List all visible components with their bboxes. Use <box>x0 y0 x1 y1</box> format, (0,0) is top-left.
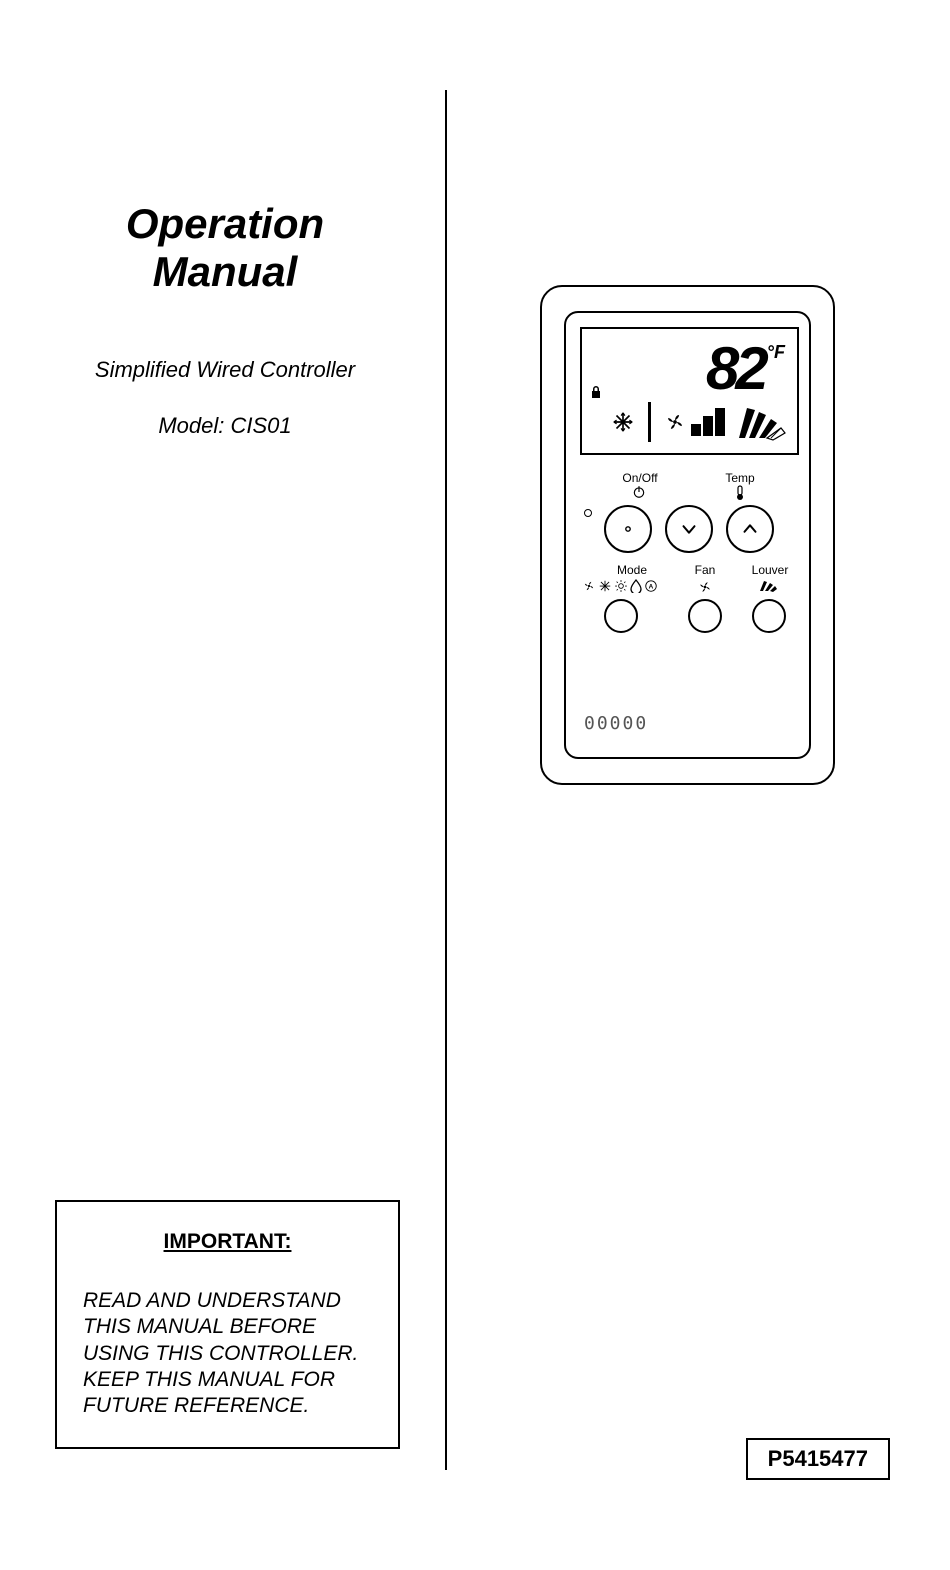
mode-dry-icon <box>630 579 642 593</box>
important-text: READ AND UNDERSTAND THIS MANUAL BEFORE U… <box>83 1288 372 1419</box>
mode-button[interactable] <box>604 599 638 633</box>
controller-illustration: 82°F <box>540 285 835 785</box>
mode-fan-icon <box>582 579 596 593</box>
model-number: Model: CIS01 <box>55 413 395 439</box>
louver-label: Louver <box>740 563 800 577</box>
lcd-display: 82°F <box>580 327 799 455</box>
mode-heat-icon <box>614 579 628 593</box>
mode-auto-icon: A <box>644 579 658 593</box>
louver-button[interactable] <box>752 599 786 633</box>
lcd-temp-value: 82 <box>706 334 765 403</box>
title-line-2: Manual <box>153 248 298 295</box>
mode-cool-icon <box>598 579 612 593</box>
temp-down-button[interactable] <box>665 505 713 553</box>
temp-up-button[interactable] <box>726 505 774 553</box>
vertical-divider <box>445 90 447 1470</box>
onoff-label: On/Off <box>610 471 670 485</box>
fan-bar-3 <box>715 408 725 436</box>
left-column: Operation Manual Simplified Wired Contro… <box>55 200 395 439</box>
mode-label: Mode <box>602 563 662 577</box>
louver-button-icon <box>758 579 778 593</box>
svg-text:A: A <box>649 583 654 590</box>
mode-icons-row: A <box>582 579 658 593</box>
fan-button[interactable] <box>688 599 722 633</box>
subtitle: Simplified Wired Controller <box>55 357 395 383</box>
lcd-temperature: 82°F <box>706 334 785 403</box>
fan-button-icon <box>697 579 713 595</box>
power-icon <box>632 485 646 499</box>
device-outer-bezel: 82°F <box>540 285 835 785</box>
important-heading: IMPORTANT: <box>83 1230 372 1254</box>
brand-placeholder: 00000 <box>584 713 648 734</box>
fan-speed-bars <box>691 408 725 436</box>
lock-icon <box>590 385 602 399</box>
fan-icon <box>665 412 685 432</box>
manual-cover-page: Operation Manual Simplified Wired Contro… <box>0 0 950 1570</box>
part-number: P5415477 <box>768 1446 868 1471</box>
snowflake-icon <box>612 411 634 433</box>
title-line-1: Operation <box>126 200 324 247</box>
lcd-separator <box>648 402 651 442</box>
status-led <box>584 509 592 517</box>
lcd-temp-unit: °F <box>767 342 785 363</box>
lcd-status-row <box>590 399 789 445</box>
temp-label: Temp <box>710 471 770 485</box>
onoff-button[interactable] <box>604 505 652 553</box>
part-number-box: P5415477 <box>746 1438 890 1480</box>
fan-bar-1 <box>691 424 701 436</box>
fan-label: Fan <box>680 563 730 577</box>
important-notice-box: IMPORTANT: READ AND UNDERSTAND THIS MANU… <box>55 1200 400 1449</box>
document-title: Operation Manual <box>55 200 395 297</box>
louver-sweep-icon <box>733 402 789 442</box>
thermometer-icon <box>735 485 745 501</box>
fan-bar-2 <box>703 416 713 436</box>
